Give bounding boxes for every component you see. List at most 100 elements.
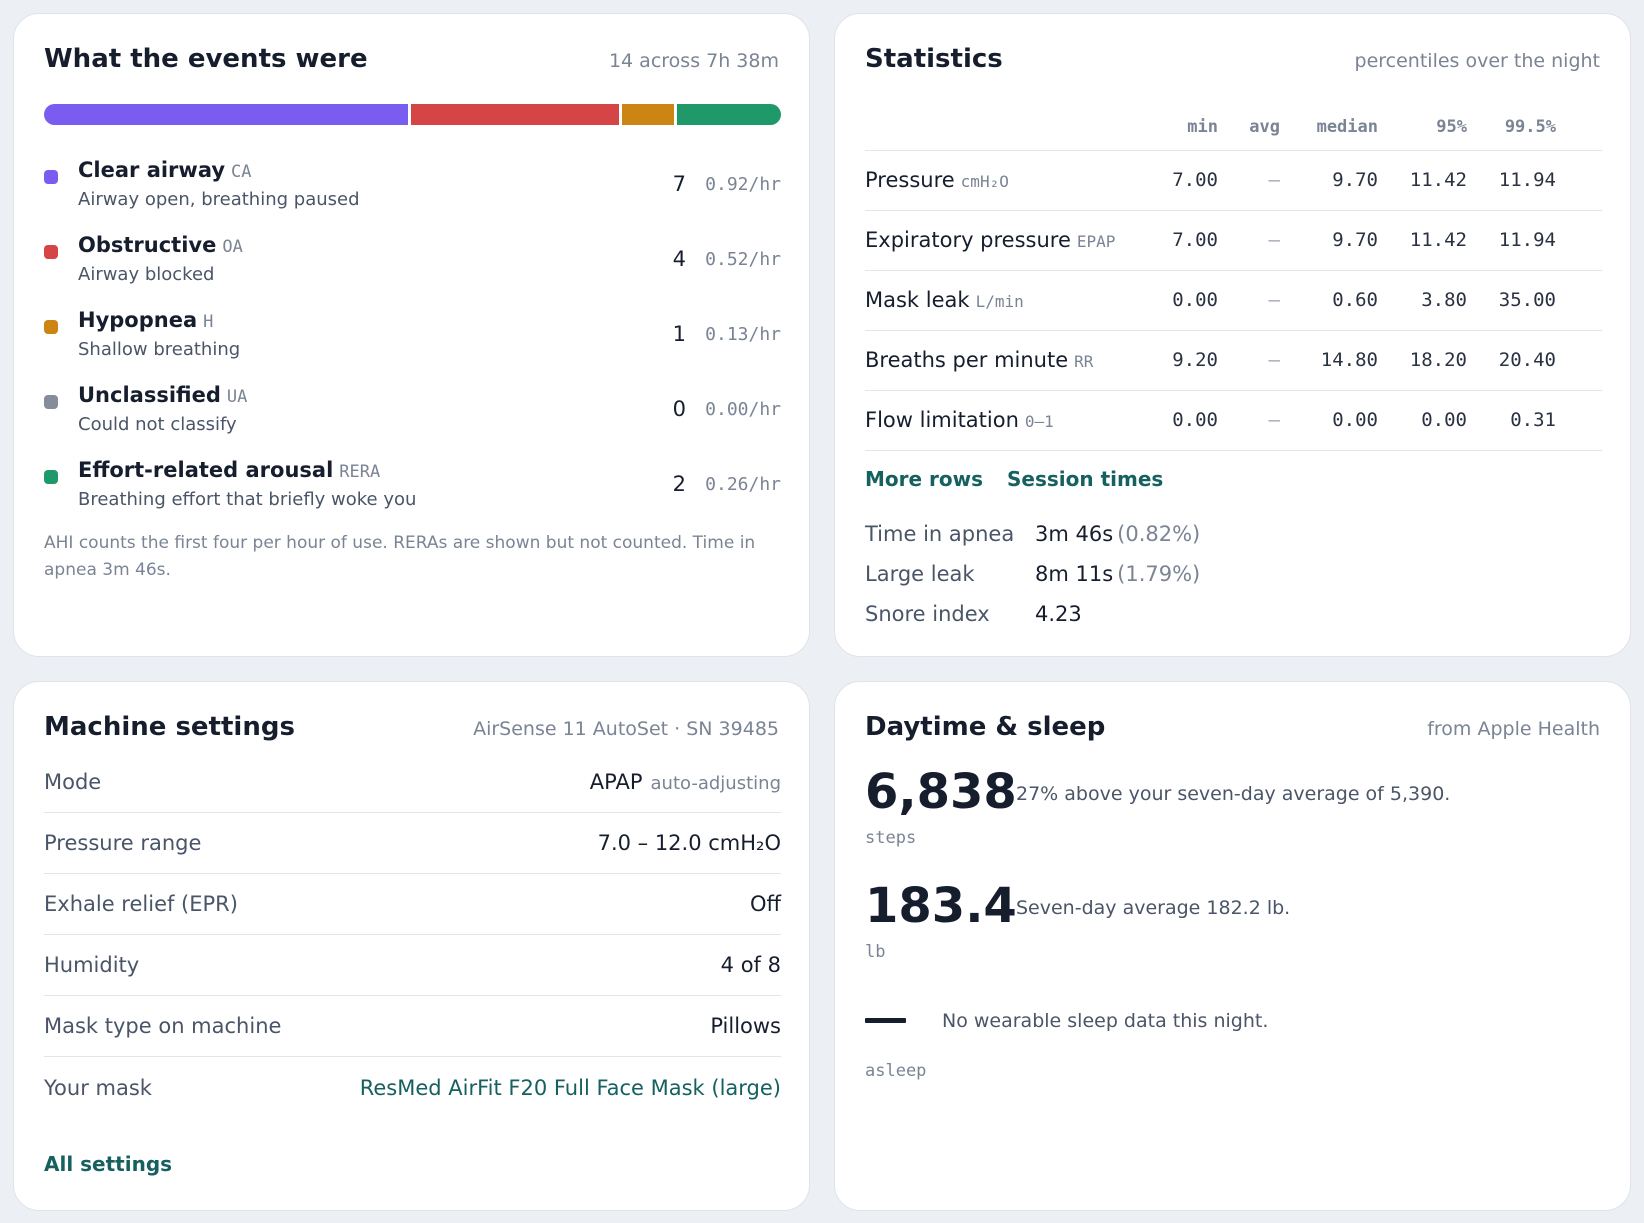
setting-label: Pressure range [44, 831, 202, 855]
setting-row: Exhale relief (EPR) Off [44, 874, 781, 935]
statistics-row: Pressure cmH₂O 7.00–9.70 11.42 11.94 [865, 150, 1602, 211]
stat-median: 9.70 [1280, 150, 1378, 211]
stat-median: 14.80 [1280, 330, 1378, 391]
weight-metric: 183.4 lb [865, 878, 1017, 962]
summary-row: Time in apnea 3m 46s (0.82%) [865, 514, 1200, 554]
setting-label: Mode [44, 770, 102, 794]
event-description: Could not classify [78, 414, 237, 435]
summary-value: 4.23 [1035, 602, 1082, 626]
machine-settings-title: Machine settings [44, 712, 295, 742]
stat-p995: 0.31 [1467, 390, 1556, 451]
event-row: Obstructive OA Airway blocked 4 0.52/hr [44, 219, 781, 294]
stat-p995: 11.94 [1467, 150, 1556, 211]
session-times-link[interactable]: Session times [1007, 467, 1164, 491]
setting-label: Exhale relief (EPR) [44, 892, 238, 916]
event-name: Effort-related arousal RERA [78, 458, 381, 482]
statistics-summary: Time in apnea 3m 46s (0.82%) Large leak 8m 1… [865, 514, 1200, 634]
stat-p95: 18.20 [1378, 330, 1467, 391]
stat-p95: 11.42 [1378, 210, 1467, 271]
sleep-note: No wearable sleep data this night. [942, 1010, 1269, 1032]
summary-label: Time in apnea [865, 522, 1015, 546]
metric-name: Pressure cmH₂O [865, 150, 1162, 211]
statistics-card: Statistics percentiles over the night mi… [834, 13, 1631, 657]
event-abbr: OA [222, 237, 243, 257]
statistics-links: More rows Session times [865, 467, 1163, 491]
all-settings-link[interactable]: All settings [44, 1152, 173, 1176]
setting-value-group: ResMed AirFit F20 Full Face Mask (large) [360, 1076, 781, 1100]
stat-p95: 0.00 [1378, 390, 1467, 451]
summary-label: Snore index [865, 602, 990, 626]
event-description: Airway blocked [78, 264, 215, 285]
statistics-row: Expiratory pressure EPAP 7.00–9.70 11.42 11.… [865, 210, 1602, 271]
setting-row: Pressure range 7.0 – 12.0 cmH₂O [44, 813, 781, 874]
event-row: Clear airway CA Airway open, breathing pau… [44, 144, 781, 219]
stat-median: 0.60 [1280, 270, 1378, 331]
stat-p995: 35.00 [1467, 270, 1556, 331]
bar-segment-h [622, 104, 674, 125]
event-row: Hypopnea H Shallow breathing 1 0.13/hr [44, 294, 781, 369]
setting-row: Mode APAP auto-adjusting [44, 752, 781, 813]
event-abbr: CA [231, 162, 252, 182]
event-name: Hypopnea H [78, 308, 214, 332]
stat-p95: 3.80 [1378, 270, 1467, 331]
metric-name: Expiratory pressure EPAP [865, 210, 1162, 271]
bar-segment-oa [411, 104, 619, 125]
weight-note: Seven-day average 182.2 lb. [1016, 897, 1291, 919]
setting-label: Your mask [44, 1075, 152, 1100]
stat-median: 0.00 [1280, 390, 1378, 451]
event-color-swatch [44, 395, 58, 409]
statistics-table: min avg median 95% 99.5% Pressure cmH₂O 7.… [865, 114, 1602, 451]
event-abbr: RERA [339, 462, 381, 482]
stat-p995: 11.94 [1467, 210, 1556, 271]
event-name: Obstructive OA [78, 233, 243, 257]
event-count: 7 [672, 172, 686, 196]
event-color-swatch [44, 245, 58, 259]
setting-value: 4 of 8 [720, 953, 781, 977]
event-row: Effort-related arousal RERA Breathing effo… [44, 444, 781, 519]
stat-min: 0.00 [1162, 270, 1218, 331]
statistics-row: Breaths per minute RR 9.20–14.80 18.20 20.40 [865, 330, 1602, 391]
metric-name: Breaths per minute RR [865, 330, 1162, 391]
stat-min: 7.00 [1162, 210, 1218, 271]
event-color-swatch [44, 470, 58, 484]
bar-segment-rera [677, 104, 781, 125]
mask-link[interactable]: ResMed AirFit F20 Full Face Mask (large) [359, 1075, 781, 1100]
stat-p995: 20.40 [1467, 330, 1556, 391]
weight-unit: lb [865, 942, 886, 962]
col-header-p95: 95% [1378, 114, 1467, 151]
metric-unit: cmH₂O [960, 172, 1009, 191]
stat-median: 9.70 [1280, 210, 1378, 271]
event-rate: 0.13/hr [705, 324, 781, 345]
event-name: Clear airway CA [78, 158, 252, 182]
event-description: Shallow breathing [78, 339, 241, 360]
daytime-sleep-subtitle: from Apple Health [1427, 718, 1600, 740]
more-rows-link[interactable]: More rows [865, 467, 984, 491]
metric-name: Mask leak L/min [865, 270, 1162, 331]
stat-p95: 11.42 [1378, 150, 1467, 211]
event-count: 2 [672, 472, 686, 496]
event-description: Airway open, breathing paused [78, 189, 360, 210]
metric-name: Flow limitation 0–1 [865, 390, 1162, 451]
setting-value: APAP [589, 770, 643, 794]
metric-unit: RR [1074, 352, 1094, 371]
summary-percent: (0.82%) [1117, 522, 1201, 546]
setting-note: auto-adjusting [650, 773, 781, 794]
summary-value: 8m 11s [1035, 562, 1114, 586]
col-header-median: median [1280, 114, 1378, 151]
events-stacked-bar [44, 104, 781, 125]
stat-min: 0.00 [1162, 390, 1218, 451]
setting-row: Mask type on machine Pillows [44, 996, 781, 1057]
machine-settings-subtitle: AirSense 11 AutoSet · SN 39485 [473, 718, 779, 740]
statistics-row: Mask leak L/min 0.00–0.60 3.80 35.00 [865, 270, 1602, 331]
statistics-subtitle: percentiles over the night [1354, 50, 1600, 72]
stat-avg: – [1218, 150, 1280, 211]
stat-avg: – [1218, 330, 1280, 391]
stat-avg: – [1218, 390, 1280, 451]
statistics-header-row: min avg median 95% 99.5% [865, 114, 1602, 151]
event-count: 1 [672, 322, 686, 346]
weight-value: 183.4 [865, 878, 1017, 934]
col-header-min: min [1162, 114, 1218, 151]
setting-value-group: 7.0 – 12.0 cmH₂O [598, 831, 781, 855]
event-rate: 0.00/hr [705, 399, 781, 420]
steps-metric: 6,838 steps [865, 764, 1017, 848]
